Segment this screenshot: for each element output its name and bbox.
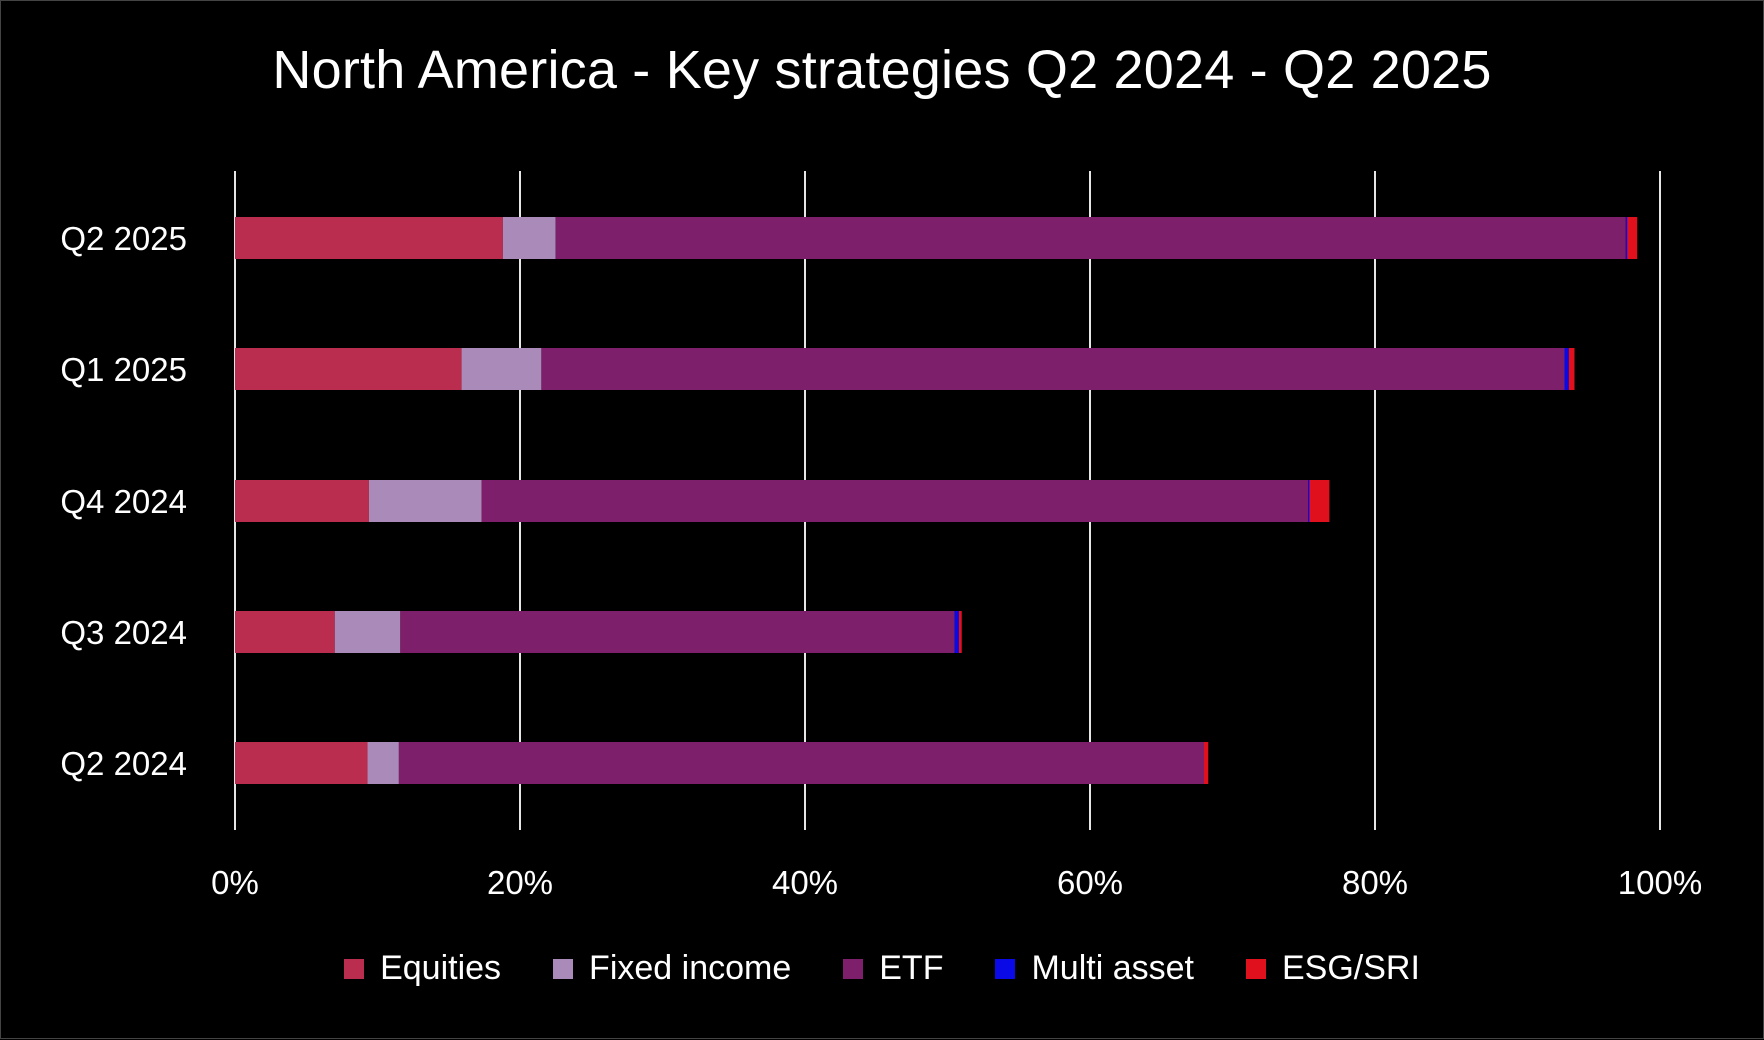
bar-segment xyxy=(954,611,959,653)
y-tick-label: Q1 2025 xyxy=(60,351,187,388)
legend-swatch xyxy=(553,958,574,979)
x-tick-label: 20% xyxy=(487,864,553,901)
bar-segment xyxy=(958,611,962,653)
bar-segment xyxy=(1564,348,1569,390)
x-tick-label: 100% xyxy=(1618,864,1702,901)
bar-segment xyxy=(235,348,462,390)
bar-segment xyxy=(400,611,955,653)
y-tick-label: Q4 2024 xyxy=(60,483,187,520)
bar-segment xyxy=(1625,217,1628,259)
legend-item: ETF xyxy=(843,949,943,988)
legend-item: Equities xyxy=(344,949,501,988)
x-tick-label: 60% xyxy=(1057,864,1123,901)
y-tick-label: Q2 2024 xyxy=(60,745,187,782)
legend-swatch xyxy=(843,958,864,979)
legend-label: ESG/SRI xyxy=(1281,949,1420,987)
bar-segment xyxy=(541,348,1565,390)
bar-segment xyxy=(367,742,399,784)
legend-label: Multi asset xyxy=(1031,949,1194,987)
y-tick-label: Q3 2024 xyxy=(60,614,187,651)
bar-segment xyxy=(1568,348,1575,390)
legend-label: Equities xyxy=(380,949,502,987)
legend-item: Fixed income xyxy=(553,949,791,988)
bar-segment xyxy=(1309,480,1330,522)
legend-swatch xyxy=(1245,958,1266,979)
x-tick-label: 80% xyxy=(1342,864,1408,901)
bar-segment xyxy=(502,217,556,259)
bar-segment xyxy=(1204,742,1209,784)
bar-segment xyxy=(235,742,368,784)
bar-segment xyxy=(334,611,401,653)
bar-segment xyxy=(368,480,482,522)
legend-label: ETF xyxy=(879,949,944,987)
bar-segment xyxy=(461,348,542,390)
x-tick-label: 0% xyxy=(211,864,259,901)
bar-segment xyxy=(235,611,335,653)
bar-segment xyxy=(1627,217,1638,259)
legend: Equities Fixed income ETF Multi asset ESG/SR… xyxy=(1,949,1763,988)
bar-segment xyxy=(555,217,1626,259)
legend-swatch xyxy=(995,958,1016,979)
bar-segment xyxy=(235,480,369,522)
x-tick-label: 40% xyxy=(772,864,838,901)
chart-title: North America - Key strategies Q2 2024 -… xyxy=(272,40,1492,100)
bar-segment xyxy=(1308,480,1311,522)
legend-label: Fixed income xyxy=(589,949,792,987)
y-tick-label: Q2 2025 xyxy=(60,220,187,257)
legend-item: ESG/SRI xyxy=(1245,949,1420,988)
legend-item: Multi asset xyxy=(995,949,1194,988)
bar-segment xyxy=(235,217,503,259)
bar-segment xyxy=(481,480,1309,522)
bar-segment xyxy=(398,742,1204,784)
legend-swatch xyxy=(344,958,365,979)
